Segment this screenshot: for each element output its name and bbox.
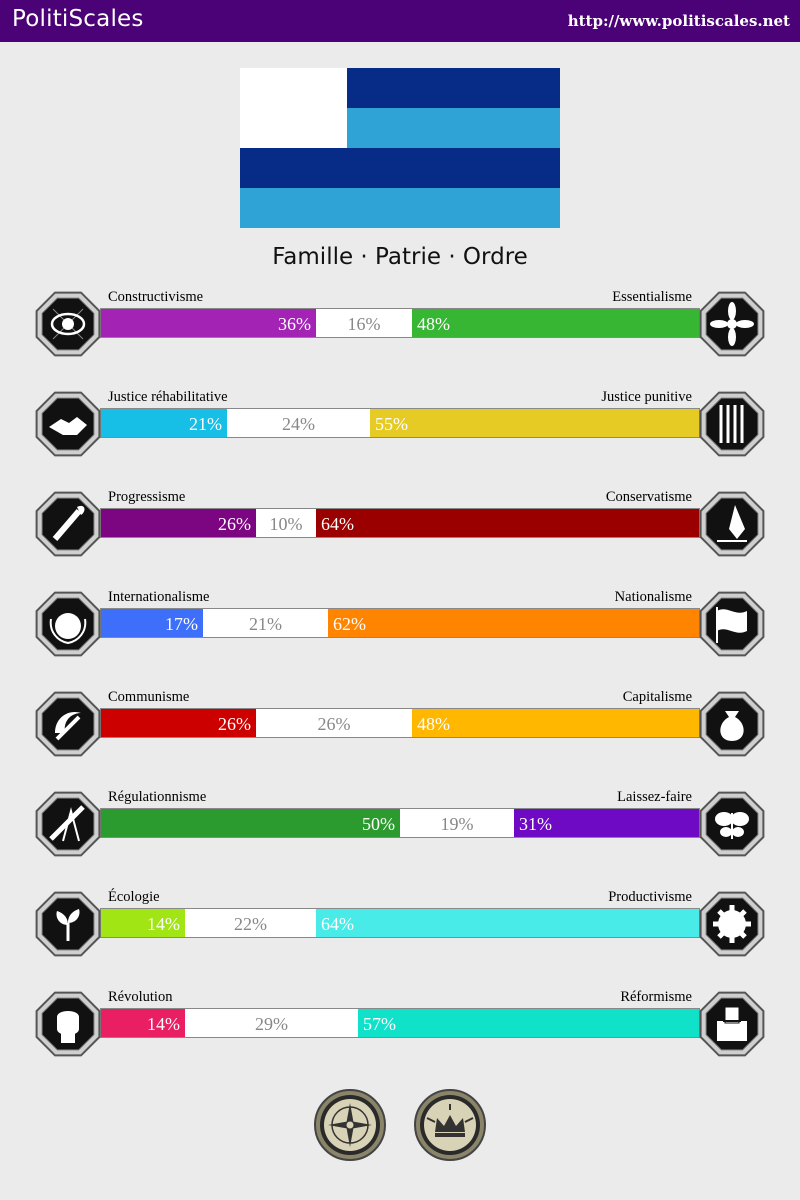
axis-left-segment: 21% [101, 409, 227, 437]
axis-right-label: Productivisme [608, 889, 692, 905]
axis-right-segment: 57% [358, 1009, 699, 1037]
axis-right-segment: 48% [412, 309, 699, 337]
globe-laurel-icon [33, 589, 103, 659]
axis-bar: 17% 21% 62% [100, 608, 700, 638]
axis-row: 14% 29% 57% Révolution Réformisme [0, 989, 800, 1069]
brand-logo[interactable]: PolitiScales [12, 6, 144, 32]
axis-right-segment: 62% [328, 609, 699, 637]
axis-left-segment: 50% [101, 809, 400, 837]
axis-bar: 21% 24% 55% [100, 408, 700, 438]
compass-seal-icon [313, 1088, 387, 1162]
flag-stripe-sky-bottom [240, 188, 560, 228]
axis-left-label: Révolution [108, 989, 173, 1005]
site-url-link[interactable]: http://www.politiscales.net [567, 12, 790, 30]
axis-row: 26% 10% 64% Progressisme Conservatisme [0, 489, 800, 569]
slogan: Famille · Patrie · Ordre [272, 244, 528, 270]
ballot-box-icon [697, 989, 767, 1059]
flower-icon [697, 289, 767, 359]
axis-bar: 50% 19% 31% [100, 808, 700, 838]
axis-right-label: Essentialisme [612, 289, 692, 305]
butterfly-icon [697, 789, 767, 859]
axis-left-label: Régulationnisme [108, 789, 207, 805]
axis-neutral-segment: 19% [440, 814, 474, 834]
axis-right-label: Laissez-faire [617, 789, 692, 805]
ruler-compass-icon [33, 789, 103, 859]
eye-icon [33, 289, 103, 359]
axis-row: 14% 22% 64% Écologie Productivisme [0, 889, 800, 969]
axis-bar: 26% 26% 48% [100, 708, 700, 738]
fist-icon [33, 989, 103, 1059]
axis-row: 17% 21% 62% Internationalisme Nationalisme [0, 589, 800, 669]
axis-left-label: Écologie [108, 889, 160, 905]
axis-right-label: Conservatisme [605, 489, 692, 505]
axis-bar: 26% 10% 64% [100, 508, 700, 538]
flag-stripe-navy-bottom [240, 148, 560, 188]
axis-bar: 36% 16% 48% [100, 308, 700, 338]
badges-row [0, 1088, 800, 1164]
axis-right-label: Nationalisme [614, 589, 692, 605]
crown-seal-icon [413, 1088, 487, 1162]
axis-left-segment: 17% [101, 609, 203, 637]
axis-left-label: Justice réhabilitative [108, 389, 228, 405]
axis-left-label: Progressisme [108, 489, 186, 505]
axis-bar: 14% 22% 64% [100, 908, 700, 938]
axis-right-label: Justice punitive [601, 389, 692, 405]
axis-neutral-segment: 22% [234, 914, 267, 934]
flag-stripe-sky-top [347, 108, 560, 148]
axis-left-segment: 26% [101, 509, 256, 537]
flag [240, 68, 560, 228]
header-bar: PolitiScales http://www.politiscales.net [0, 0, 800, 42]
axis-right-label: Capitalisme [622, 689, 692, 705]
axis-right-segment: 55% [370, 409, 699, 437]
flag-stripe-navy-top [347, 68, 560, 108]
axis-bar: 14% 29% 57% [100, 1008, 700, 1038]
waving-flag-icon [697, 589, 767, 659]
axis-left-segment: 26% [101, 709, 256, 737]
money-bag-icon [697, 689, 767, 759]
torch-icon [33, 489, 103, 559]
axis-neutral-segment: 16% [347, 314, 381, 334]
axis-left-segment: 14% [101, 1009, 185, 1037]
axis-right-label: Réformisme [620, 989, 692, 1005]
axis-right-segment: 64% [316, 509, 699, 537]
axis-neutral-segment: 10% [269, 514, 303, 534]
axis-left-label: Internationalisme [108, 589, 210, 605]
axis-row: 21% 24% 55% Justice réhabilitative Justice p… [0, 389, 800, 469]
prison-bars-icon [697, 389, 767, 459]
axis-left-segment: 14% [101, 909, 185, 937]
axis-neutral-segment: 21% [249, 614, 282, 634]
axis-neutral-segment: 29% [255, 1014, 288, 1034]
axis-row: 50% 19% 31% Régulationnisme Laissez-faire [0, 789, 800, 869]
axis-right-segment: 48% [412, 709, 699, 737]
axis-right-segment: 31% [514, 809, 699, 837]
axis-row: 26% 26% 48% Communisme Capitalisme [0, 689, 800, 769]
axis-right-segment: 64% [316, 909, 699, 937]
pen-nib-icon [697, 489, 767, 559]
axis-neutral-segment: 24% [282, 414, 315, 434]
gear-icon [697, 889, 767, 959]
handshake-icon [33, 389, 103, 459]
axis-row: 36% 16% 48% Constructivisme Essentialisme [0, 289, 800, 369]
flag-canton-white [240, 68, 347, 148]
axis-left-label: Communisme [108, 689, 190, 705]
axis-neutral-segment: 26% [317, 714, 351, 734]
hammer-sickle-icon [33, 689, 103, 759]
axis-left-label: Constructivisme [108, 289, 204, 305]
axis-left-segment: 36% [101, 309, 316, 337]
sprout-icon [33, 889, 103, 959]
